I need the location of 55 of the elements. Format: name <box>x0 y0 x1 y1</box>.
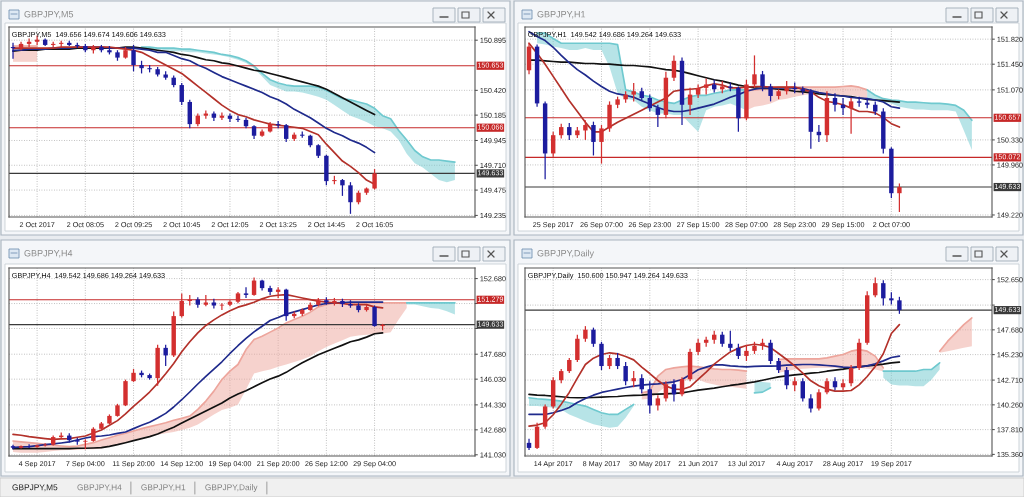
candlestick <box>881 279 886 307</box>
candlestick <box>179 82 184 106</box>
text: GBPJPY,M5 <box>12 484 58 492</box>
line-series <box>528 355 901 416</box>
line-series <box>12 46 376 154</box>
chart-title: GBPJPY,H4 <box>24 250 73 258</box>
candlestick <box>26 443 32 449</box>
chart-title: GBPJPY,Daily <box>537 249 595 259</box>
candlestick <box>679 376 685 397</box>
candlestick <box>897 182 902 213</box>
candlestick <box>599 124 604 165</box>
candlestick <box>591 121 596 157</box>
chart-title: GBPJPY,M5 <box>24 11 74 19</box>
line-series <box>528 396 635 416</box>
candlestick <box>219 302 225 311</box>
candlestick <box>856 96 862 108</box>
candlestick <box>655 104 661 128</box>
candlestick <box>187 99 192 129</box>
candlestick <box>179 292 184 319</box>
candlestick <box>599 341 604 371</box>
line-series <box>12 332 384 450</box>
text: GBPJPY,Daily <box>205 484 258 492</box>
candlestick <box>372 304 377 328</box>
chart-title: GBPJPY,H1 <box>537 11 586 19</box>
candlestick <box>623 361 628 386</box>
candlestick <box>583 119 588 141</box>
candlestick <box>832 92 838 113</box>
candlestick <box>575 334 580 363</box>
candlestick <box>211 298 217 310</box>
candlestick <box>768 339 773 365</box>
line-series <box>12 46 376 116</box>
candlestick <box>607 100 612 133</box>
line-series <box>140 46 456 163</box>
text: GBPJPY,H1 <box>141 484 186 492</box>
candlestick <box>631 82 636 103</box>
candlestick <box>752 54 757 89</box>
candlestick <box>671 54 677 82</box>
candlestick <box>163 344 168 367</box>
candlestick <box>848 97 854 135</box>
candlestick <box>372 168 377 191</box>
candlestick <box>655 394 661 412</box>
text: GBPJPY,H4 <box>77 484 122 492</box>
candlestick <box>591 327 596 348</box>
candlestick <box>542 403 548 430</box>
candlestick <box>784 366 789 390</box>
candlestick <box>348 181 353 215</box>
line-series <box>528 30 901 113</box>
candlestick <box>267 285 273 296</box>
candlestick <box>848 364 854 387</box>
candlestick <box>760 70 765 92</box>
candlestick <box>131 44 136 72</box>
candlestick <box>243 286 249 299</box>
candlestick <box>728 330 733 352</box>
candlestick <box>639 373 644 394</box>
line-series <box>866 89 973 122</box>
